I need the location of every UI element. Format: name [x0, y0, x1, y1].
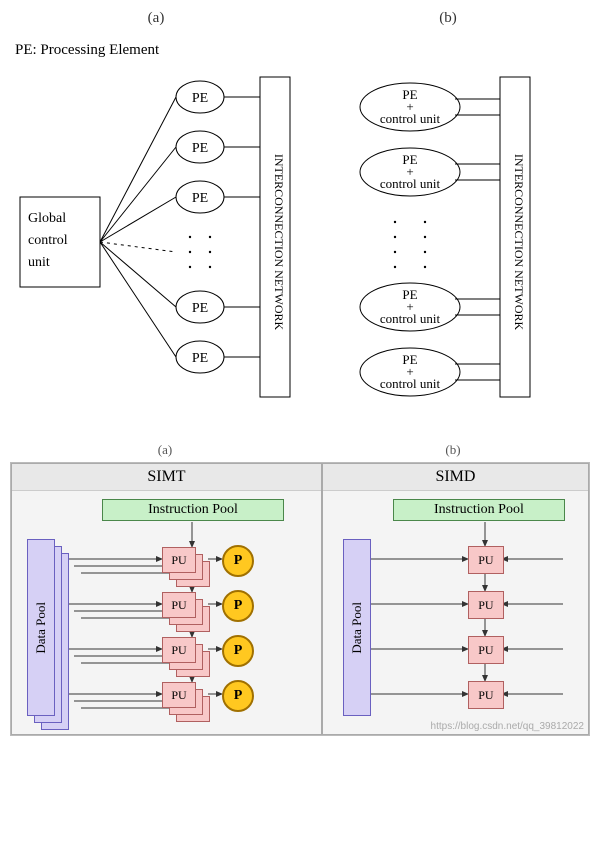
instruction-pool-a: Instruction Pool — [102, 499, 284, 521]
panel-b-title: SIMD — [323, 464, 588, 491]
pu-box-b-3: PU — [468, 681, 504, 709]
caption-a: (a) — [10, 10, 302, 27]
svg-text:INTERCONNECTION NETWORK: INTERCONNECTION NETWORK — [272, 154, 286, 331]
pu-box-b-0: PU — [468, 546, 504, 574]
svg-text:Global: Global — [28, 211, 66, 226]
svg-text:control unit: control unit — [380, 176, 441, 191]
bottom-figure: (a) (b) SIMT Instruction Pool Data Pool PU… — [10, 442, 590, 736]
svg-text:PE: PE — [192, 301, 208, 316]
pu-box-a-0-2: PU — [162, 547, 196, 573]
bottom-caption-a: (a) — [10, 442, 320, 458]
watermark: https://blog.csdn.net/qq_39812022 — [431, 721, 584, 732]
svg-text:PE: PE — [192, 191, 208, 206]
data-pool-a-2: Data Pool — [27, 539, 55, 716]
p-circle-1: P — [222, 590, 254, 622]
panel-a-title: SIMT — [12, 464, 321, 491]
instruction-pool-b: Instruction Pool — [393, 499, 565, 521]
svg-text:PE: PE — [192, 141, 208, 156]
pu-box-a-3-2: PU — [162, 682, 196, 708]
bottom-caption-row: (a) (b) — [10, 442, 590, 458]
p-circle-2: P — [222, 635, 254, 667]
svg-text:control unit: control unit — [380, 376, 441, 391]
p-circle-3: P — [222, 680, 254, 712]
pu-box-b-1: PU — [468, 591, 504, 619]
bottom-panels: SIMT Instruction PoolData PoolPUPPUPPUPP… — [10, 462, 590, 736]
top-svg: Global control unit PE PE PE PE PE INTERCONNECTI… — [10, 37, 590, 417]
data-pool-b: Data Pool — [343, 539, 371, 716]
pu-box-b-2: PU — [468, 636, 504, 664]
svg-text:control unit: control unit — [380, 311, 441, 326]
svg-text:control: control — [28, 233, 68, 248]
bottom-caption-b: (b) — [320, 442, 586, 458]
panel-simd: SIMD https://blog.csdn.net/qq_39812022 I… — [322, 463, 589, 735]
p-circle-0: P — [222, 545, 254, 577]
svg-text:control unit: control unit — [380, 111, 441, 126]
panel-simt: SIMT Instruction PoolData PoolPUPPUPPUPP… — [11, 463, 322, 735]
top-figure: PE: Processing Element Globalcontrolunit… — [10, 37, 590, 417]
svg-text:unit: unit — [28, 255, 50, 270]
svg-text:PE: PE — [192, 91, 208, 106]
top-caption-row: (a) (b) — [10, 10, 594, 27]
caption-b: (b) — [302, 10, 594, 27]
svg-text:INTERCONNECTION NETWORK: INTERCONNECTION NETWORK — [512, 154, 526, 331]
pu-box-a-2-2: PU — [162, 637, 196, 663]
svg-text:PE: PE — [192, 351, 208, 366]
pu-box-a-1-2: PU — [162, 592, 196, 618]
